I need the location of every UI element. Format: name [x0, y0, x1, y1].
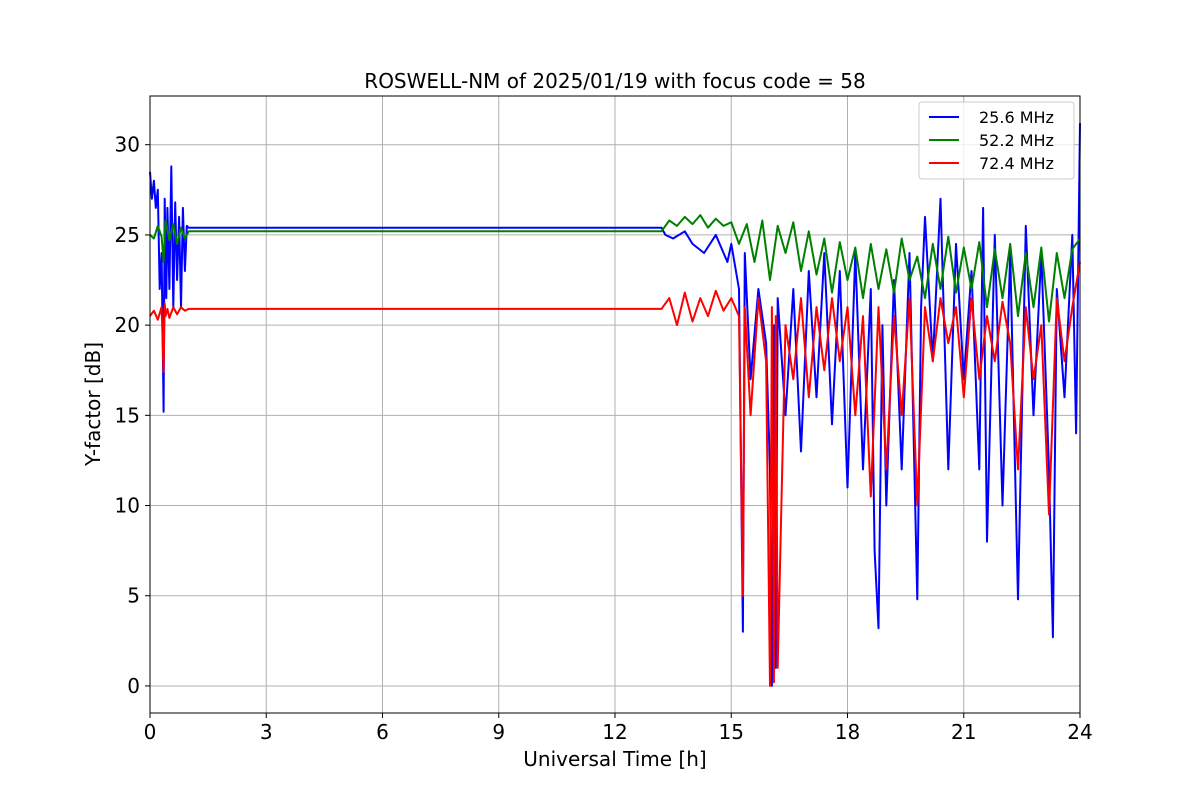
y-tick-label: 0 — [127, 674, 140, 698]
chart-title: ROSWELL-NM of 2025/01/19 with focus code… — [364, 69, 865, 93]
x-tick-label: 15 — [719, 720, 744, 744]
x-tick-label: 21 — [951, 720, 976, 744]
legend-box — [918, 101, 1075, 180]
x-tick-label: 12 — [602, 720, 627, 744]
legend-label-2: 72.4 MHz — [979, 154, 1054, 173]
x-tick-label: 6 — [376, 720, 389, 744]
y-axis-ticks: 0 5 10 15 20 25 30 — [115, 133, 150, 698]
series-line-0 — [149, 123, 1081, 687]
x-axis-label: Universal Time [h] — [523, 747, 706, 771]
y-tick-label: 25 — [115, 223, 140, 247]
grid-lines — [149, 96, 1081, 713]
y-axis-label: Y-factor [dB] — [81, 342, 105, 467]
y-tick-label: 30 — [115, 133, 140, 157]
x-tick-label: 18 — [835, 720, 860, 744]
legend-label-1: 52.2 MHz — [979, 131, 1054, 150]
x-tick-label: 0 — [144, 720, 157, 744]
series-line-2 — [149, 261, 1081, 687]
y-tick-label: 20 — [115, 313, 140, 337]
legend-label-0: 25.6 MHz — [979, 108, 1054, 127]
y-tick-label: 15 — [115, 403, 140, 427]
y-tick-label: 5 — [127, 584, 140, 608]
x-tick-label: 3 — [260, 720, 273, 744]
x-tick-label: 24 — [1067, 720, 1092, 744]
series-line-1 — [149, 214, 1081, 323]
y-tick-label: 10 — [115, 494, 140, 518]
x-axis-ticks: 0 3 6 9 12 15 18 21 24 — [144, 713, 1093, 744]
series-lines — [149, 123, 1081, 687]
legend: 25.6 MHz 52.2 MHz 72.4 MHz — [918, 101, 1075, 180]
x-tick-label: 9 — [492, 720, 505, 744]
